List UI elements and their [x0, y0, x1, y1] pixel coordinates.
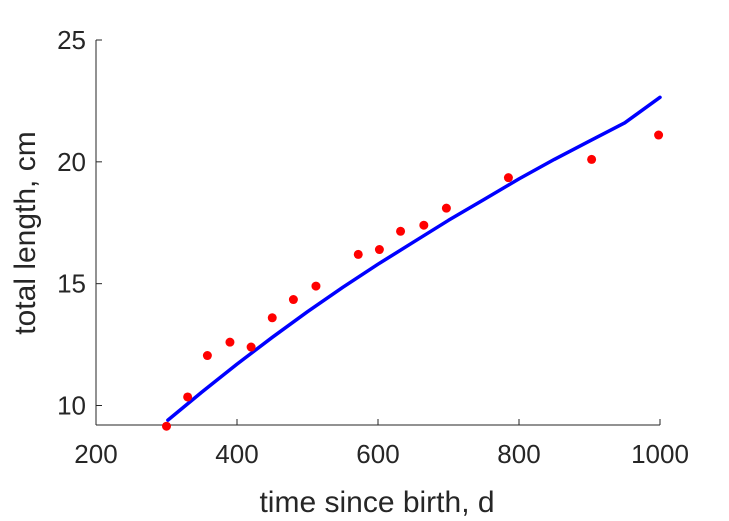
axes: 200 400 600 800 1000 10 15 20 25 — [57, 25, 689, 469]
data-point — [419, 220, 429, 230]
data-point — [441, 203, 451, 213]
data-point — [503, 173, 513, 183]
data-point — [374, 245, 384, 255]
data-point — [288, 295, 298, 305]
data-point — [587, 154, 597, 164]
x-axis-label: time since birth, d — [259, 486, 494, 519]
y-tick-label: 20 — [57, 147, 86, 177]
x-tick-label: 800 — [497, 439, 540, 469]
data-point — [311, 281, 321, 291]
fit-line — [166, 95, 662, 422]
data-point — [353, 249, 363, 259]
y-tick-label: 15 — [57, 269, 86, 299]
x-tick-label: 600 — [356, 439, 399, 469]
data-point — [225, 337, 235, 347]
data-point — [246, 342, 256, 352]
data-point — [267, 313, 277, 323]
data-point — [202, 351, 212, 361]
x-tick-label: 400 — [215, 439, 258, 469]
y-tick-label: 10 — [57, 391, 86, 421]
y-axis-label: total length, cm — [9, 131, 42, 334]
x-tick-label: 1000 — [631, 439, 689, 469]
plot-area — [162, 95, 664, 431]
data-point — [183, 392, 193, 402]
data-point — [654, 130, 664, 140]
data-point — [162, 421, 171, 431]
x-tick-label: 200 — [74, 439, 117, 469]
data-point — [396, 226, 406, 236]
y-tick-label: 25 — [57, 25, 86, 55]
